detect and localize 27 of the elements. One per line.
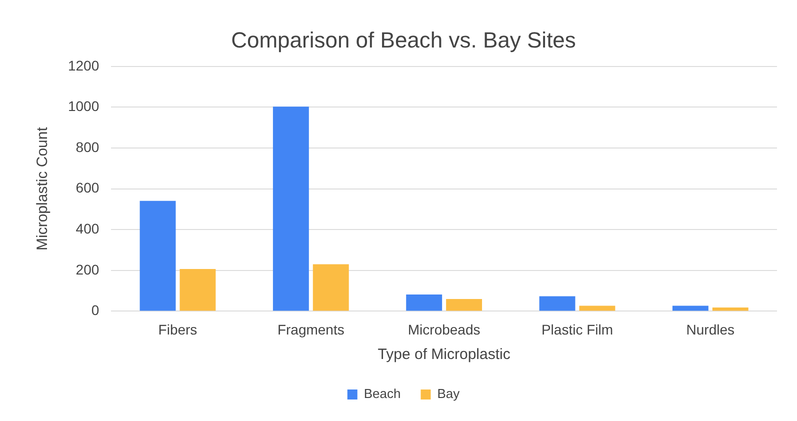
legend-label: Beach	[364, 386, 401, 402]
bar	[312, 264, 349, 311]
bar	[272, 106, 309, 311]
x-tick-label: Microbeads	[408, 321, 480, 338]
y-tick-label: 1200	[68, 57, 100, 74]
bar	[672, 306, 708, 311]
bar	[712, 308, 748, 311]
y-tick-label: 600	[76, 180, 100, 196]
y-tick-label: 1000	[68, 98, 100, 114]
bar	[140, 200, 176, 311]
legend-label: Bay	[437, 386, 460, 402]
y-tick-label: 800	[76, 138, 100, 155]
x-tick-label: Plastic Film	[541, 321, 614, 338]
bar	[180, 268, 216, 311]
y-tick-label: 0	[91, 302, 100, 318]
y-axis-title: Microplastic Count	[34, 126, 52, 250]
bar	[446, 298, 482, 311]
x-tick-label: Fragments	[277, 321, 344, 338]
bar	[579, 306, 616, 311]
y-tick-label: 200	[76, 261, 100, 278]
x-axis-title: Type of Microplastic	[378, 346, 511, 364]
y-tick-label: 400	[76, 220, 100, 236]
chart-title: Comparison of Beach vs. Bay Sites	[231, 27, 576, 52]
bar	[406, 294, 442, 311]
bar	[539, 296, 576, 311]
x-tick-label: Fibers	[158, 321, 198, 338]
x-tick-label: Nurdles	[686, 321, 735, 338]
